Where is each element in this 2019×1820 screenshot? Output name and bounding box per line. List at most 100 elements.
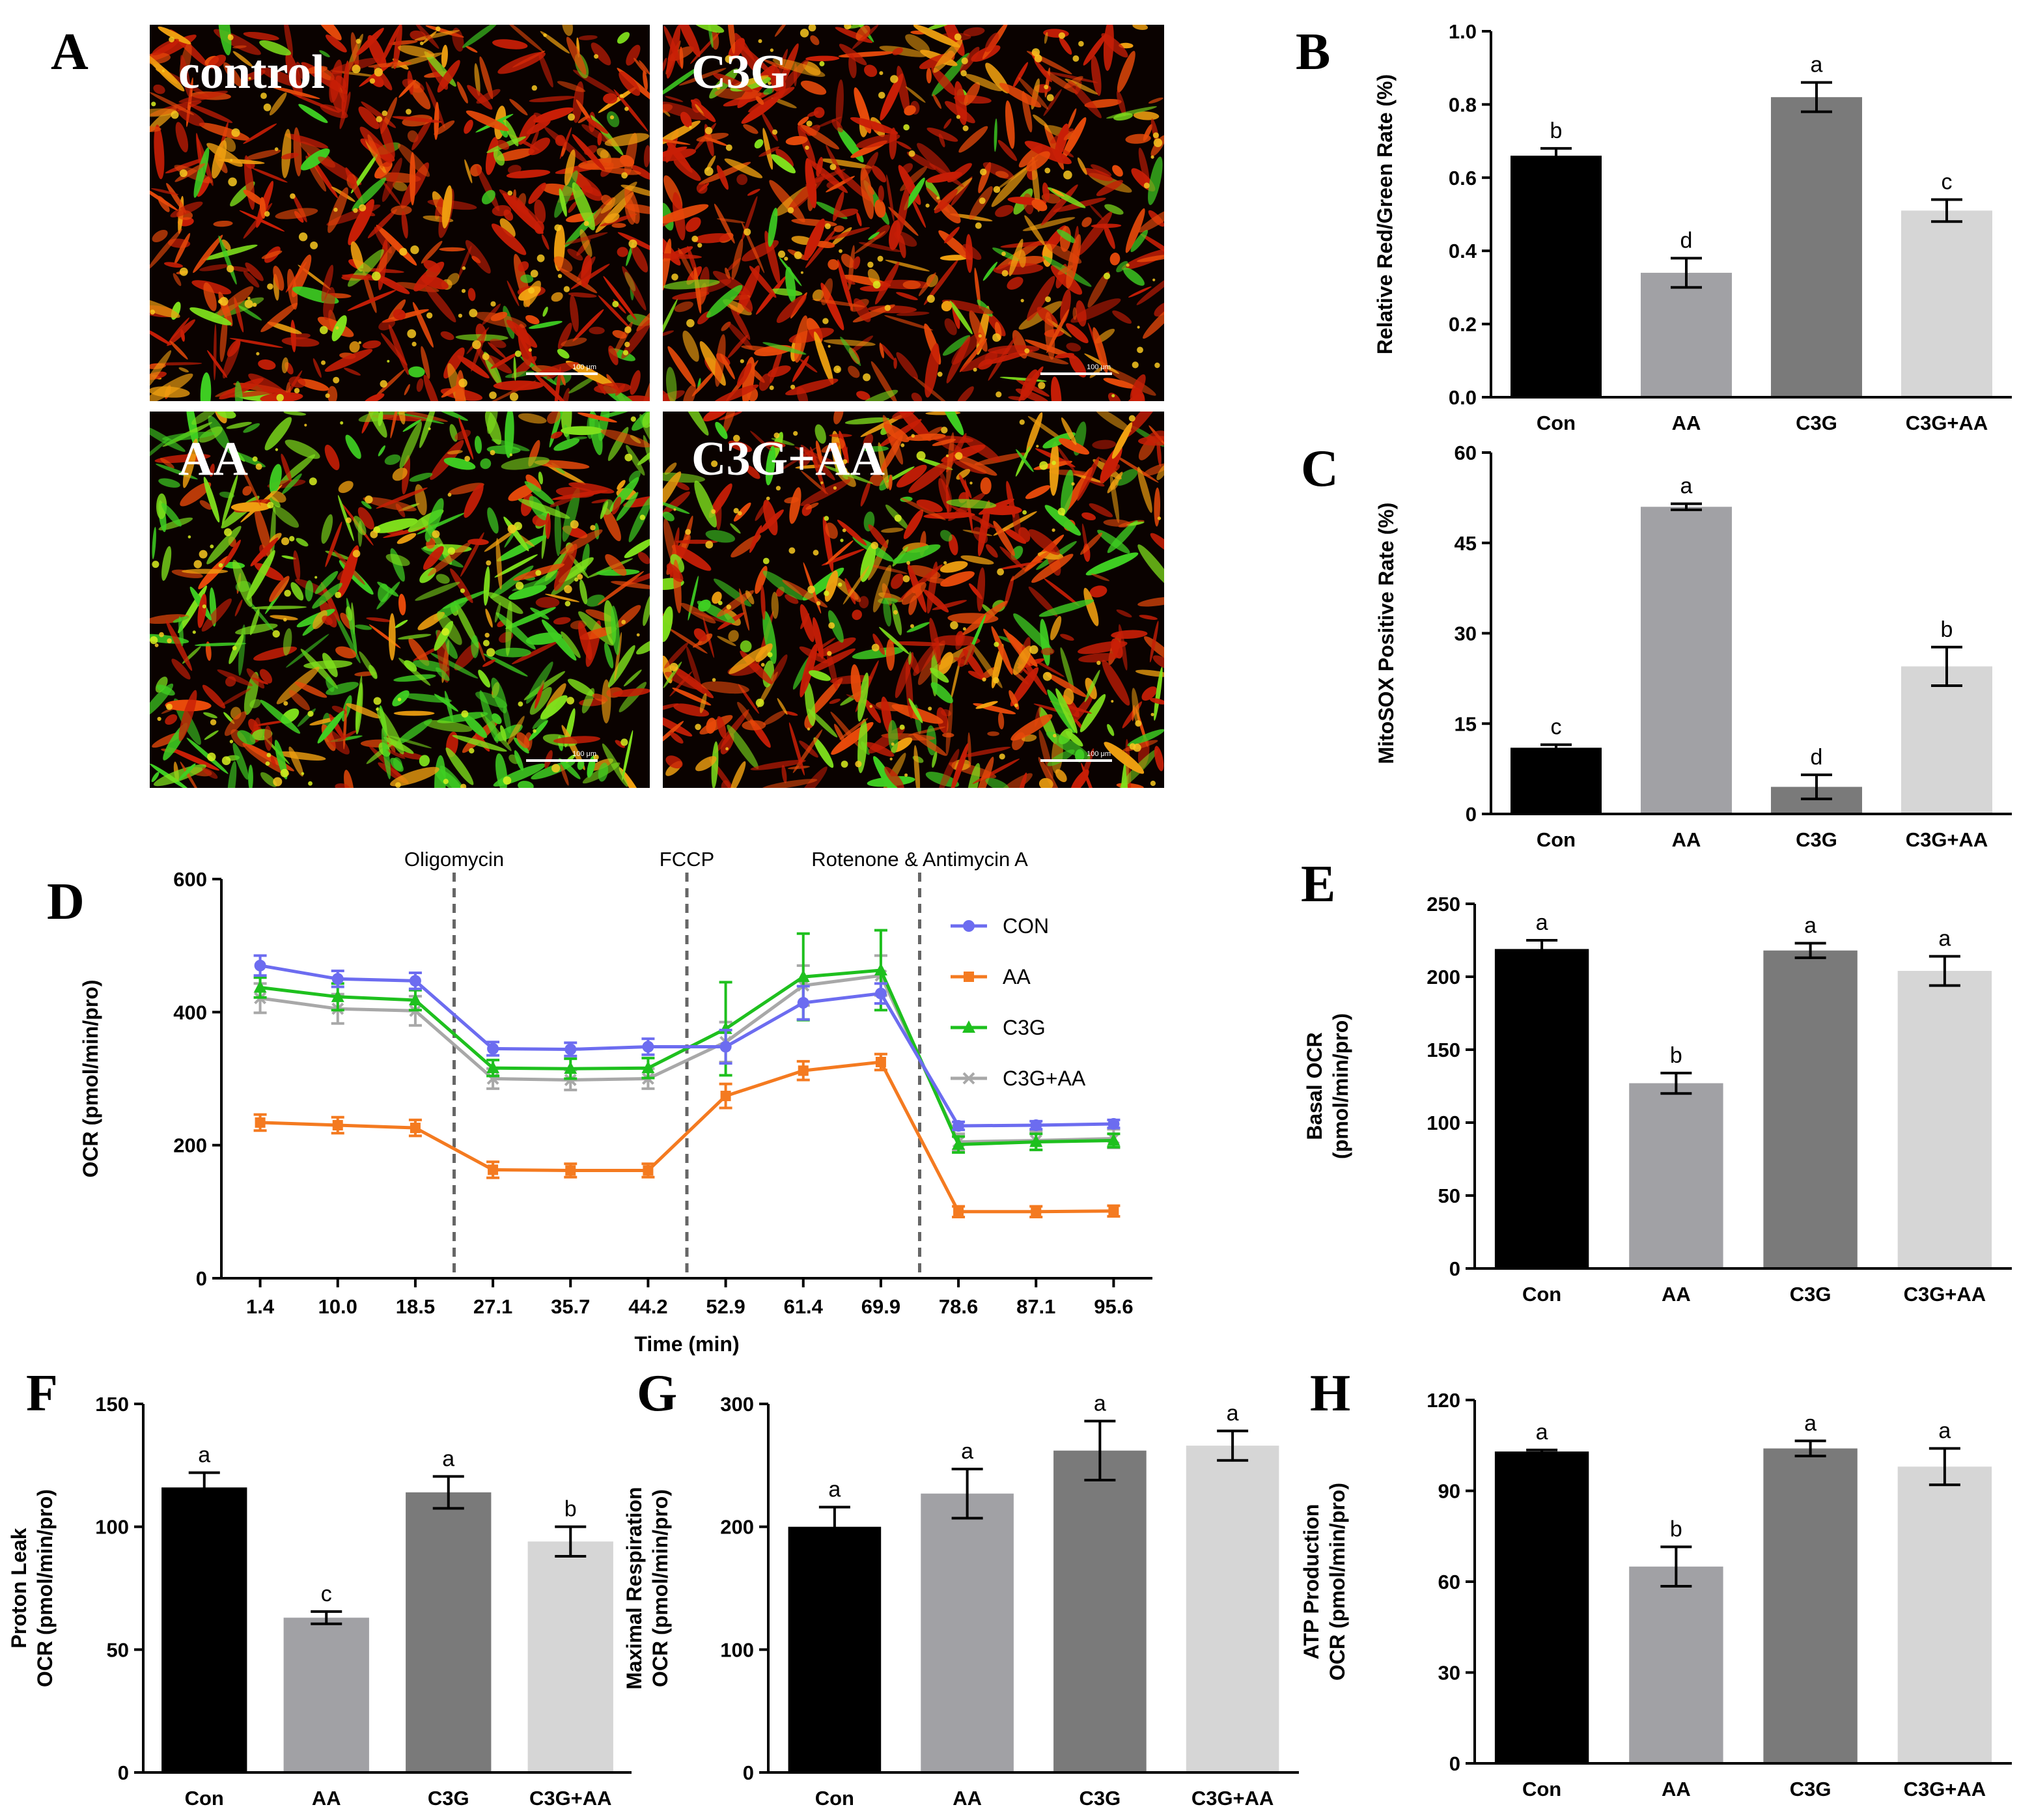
cell-shape (1038, 777, 1053, 788)
cell-shape (270, 615, 298, 621)
cell-shape (423, 720, 473, 733)
cell-shape (762, 128, 773, 170)
cell-shape (376, 487, 428, 509)
cell-shape (945, 700, 953, 756)
cell-shape (496, 148, 535, 161)
cell-shape (1143, 636, 1164, 662)
cell-spot (528, 287, 535, 294)
micrograph-label: C3G+AA (691, 432, 885, 486)
cell-shape (1156, 438, 1162, 467)
cell-shape (378, 319, 396, 331)
cell-spot (879, 71, 884, 76)
cell-spot (460, 588, 466, 593)
cell-spot (308, 781, 313, 786)
cell-shape (940, 412, 964, 436)
cell-spot (636, 633, 640, 637)
cell-shape (1106, 106, 1157, 119)
cell-shape (814, 331, 834, 385)
cell-shape (775, 148, 794, 168)
cell-shape (637, 552, 650, 565)
chart-d-x-tick-label: 95.6 (1094, 1295, 1133, 1318)
cell-shape (1154, 301, 1164, 317)
cell-spot (669, 662, 678, 671)
cell-shape (350, 241, 364, 272)
cell-shape (471, 329, 487, 372)
cell-spot (766, 496, 770, 501)
cell-shape (345, 167, 363, 204)
chart-e-category-label: C3G (1790, 1283, 1831, 1306)
cell-shape (716, 165, 729, 190)
cell-shape (1104, 742, 1145, 774)
cell-shape (850, 117, 898, 135)
cell-shape (165, 714, 178, 725)
cell-shape (816, 117, 842, 128)
cell-spot (1019, 419, 1025, 425)
cell-shape (597, 571, 645, 605)
cell-shape (384, 454, 401, 465)
cell-shape (518, 781, 534, 788)
chart-d-point-aa (332, 1120, 343, 1131)
cell-shape (678, 412, 709, 436)
cell-shape (528, 182, 546, 204)
cell-spot (969, 481, 973, 484)
cell-shape (602, 499, 614, 515)
cell-shape (905, 86, 926, 103)
cell-spot (563, 286, 570, 292)
cell-shape (643, 70, 648, 91)
cell-spot (725, 144, 732, 151)
cell-shape (217, 25, 232, 56)
cell-spot (460, 783, 467, 788)
cell-shape (243, 123, 277, 145)
chart-d-x-tick-label: 44.2 (628, 1295, 667, 1318)
chart-h-significance-label: b (1670, 1517, 1682, 1542)
cell-spot (871, 643, 880, 652)
chart-b-bar-con (1511, 156, 1602, 397)
cell-shape (1063, 130, 1076, 141)
cell-shape (747, 365, 765, 383)
chart-d-legend-label: C3G+AA (1003, 1067, 1086, 1090)
cell-shape (872, 565, 892, 613)
cell-shape (673, 159, 701, 181)
cell-spot (900, 443, 905, 447)
cell-spot (838, 582, 842, 587)
cell-shape (768, 207, 778, 247)
cell-spot (894, 514, 902, 522)
cell-shape (777, 697, 788, 715)
cell-spot (1135, 720, 1142, 727)
cell-shape (221, 239, 231, 251)
cell-shape (809, 670, 831, 681)
cell-shape (150, 92, 195, 115)
cell-shape (938, 749, 960, 788)
cell-shape (201, 598, 232, 632)
micrograph-aa: AA 100 μm (150, 412, 650, 788)
cell-layer (150, 25, 650, 401)
cell-shape (926, 127, 958, 142)
chart-b-category-label: Con (1537, 412, 1576, 434)
cell-shape (743, 124, 759, 134)
cell-shape (604, 642, 614, 669)
cell-spot (469, 748, 475, 754)
cell-shape (392, 181, 408, 191)
cell-shape (518, 413, 547, 424)
cell-shape (202, 767, 218, 779)
cell-shape (180, 329, 185, 342)
cell-spot (482, 639, 490, 647)
cell-shape (151, 188, 179, 195)
cell-shape (999, 83, 1042, 107)
cell-spot (252, 456, 258, 462)
cell-spot (355, 38, 361, 44)
chart-d-point-c3g (952, 1137, 966, 1150)
cell-shape (997, 139, 1018, 161)
cell-shape (178, 616, 184, 647)
cell-shape (545, 593, 580, 602)
cell-shape (488, 342, 507, 359)
cell-shape (413, 261, 445, 292)
cell-spot (210, 544, 214, 549)
cell-shape (1012, 62, 1029, 88)
chart-c-y-tick-label: 15 (1455, 712, 1477, 735)
cell-shape (321, 514, 333, 544)
cell-spot (1034, 54, 1042, 63)
cell-spot (514, 350, 522, 357)
cell-shape (908, 595, 917, 615)
